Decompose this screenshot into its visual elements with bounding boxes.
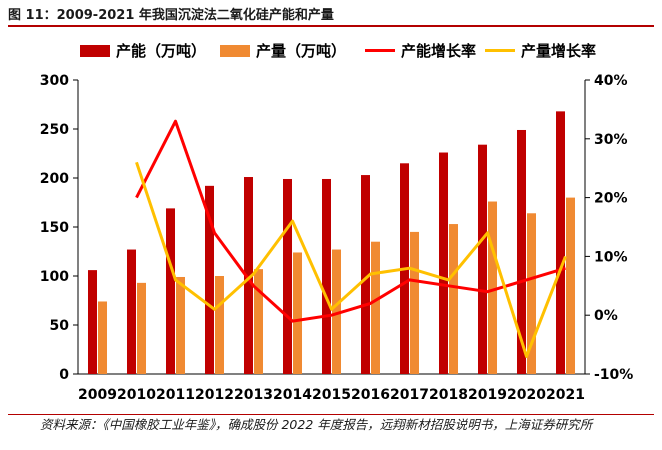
capacity-bar bbox=[478, 144, 487, 374]
legend-item-capacity: 产能（万吨） bbox=[80, 40, 206, 61]
capacity-bar bbox=[127, 249, 136, 374]
figure-title: 图 11：2009-2021 年我国沉淀法二氧化硅产能和产量 bbox=[8, 8, 334, 23]
output-growth-line bbox=[135, 161, 567, 358]
legend-label-capacity-growth: 产能增长率 bbox=[401, 42, 477, 60]
capacity-growth-line bbox=[135, 119, 566, 323]
legend-swatch-capacity bbox=[80, 44, 110, 57]
output-bar bbox=[371, 241, 380, 374]
y-left-tick-label: 0 bbox=[59, 367, 69, 383]
capacity-bar bbox=[244, 177, 253, 374]
source-note: 资料来源：《中国橡胶工业年鉴》，确成股份 2022 年度报告，远翔新材招股说明书… bbox=[40, 417, 593, 432]
capacity-bar bbox=[283, 178, 292, 374]
y-left-tick-label: 200 bbox=[40, 171, 69, 187]
legend-swatch-output bbox=[220, 44, 250, 57]
capacity-bar bbox=[361, 175, 370, 374]
x-tick-label: 2011 bbox=[156, 387, 195, 403]
output-bar bbox=[137, 282, 146, 374]
capacity-bar bbox=[88, 270, 97, 374]
x-tick-label: 2018 bbox=[429, 387, 468, 403]
output-bar bbox=[527, 213, 536, 374]
y-right-tick-label: 40% bbox=[594, 73, 628, 89]
capacity-bar bbox=[556, 111, 565, 375]
legend-label-output: 产量（万吨） bbox=[256, 42, 347, 60]
output-bar bbox=[293, 252, 302, 374]
legend-swatch-output-growth bbox=[485, 49, 515, 52]
output-bar bbox=[566, 197, 575, 374]
capacity-bar bbox=[322, 178, 331, 374]
x-tick-label: 2016 bbox=[351, 387, 390, 403]
y-left-tick-label: 150 bbox=[40, 220, 69, 236]
output-bar bbox=[449, 224, 458, 374]
y-right-tick-label: 0% bbox=[594, 308, 618, 324]
output-bar bbox=[488, 201, 497, 374]
output-bar bbox=[410, 231, 419, 374]
legend-label-capacity: 产能（万吨） bbox=[116, 42, 207, 60]
legend-item-output: 产量（万吨） bbox=[220, 40, 346, 61]
x-tick-label: 2010 bbox=[117, 387, 156, 403]
y-left-tick-label: 300 bbox=[40, 73, 69, 89]
legend-swatch-capacity-growth bbox=[365, 49, 395, 52]
legend-item-output-growth: 产量增长率 bbox=[485, 40, 596, 61]
y-left-tick-label: 100 bbox=[40, 269, 69, 285]
x-tick-label: 2019 bbox=[468, 387, 507, 403]
x-tick-label: 2014 bbox=[273, 387, 312, 403]
y-right-tick-label: 10% bbox=[594, 249, 628, 265]
capacity-bar bbox=[205, 185, 214, 374]
x-tick-label: 2009 bbox=[78, 387, 117, 403]
output-bar bbox=[254, 269, 263, 374]
legend-item-capacity-growth: 产能增长率 bbox=[365, 40, 476, 61]
x-tick-label: 2012 bbox=[195, 387, 234, 403]
title-divider bbox=[8, 25, 654, 27]
y-right-tick-label: 20% bbox=[594, 191, 628, 207]
x-tick-label: 2020 bbox=[507, 387, 546, 403]
capacity-bar bbox=[166, 208, 175, 374]
x-tick-label: 2021 bbox=[546, 387, 585, 403]
source-divider bbox=[8, 414, 654, 415]
y-left-tick-label: 250 bbox=[40, 122, 69, 138]
x-tick-label: 2015 bbox=[312, 387, 351, 403]
output-bar bbox=[176, 276, 185, 374]
output-bar bbox=[98, 301, 107, 374]
output-bar bbox=[215, 276, 224, 374]
y-left-tick-label: 50 bbox=[50, 318, 70, 334]
legend-label-output-growth: 产量增长率 bbox=[521, 42, 597, 60]
capacity-bar bbox=[439, 152, 448, 374]
capacity-bar bbox=[517, 129, 526, 374]
y-right-tick-label: -10% bbox=[594, 367, 633, 383]
output-bar bbox=[332, 249, 341, 374]
y-right-tick-label: 30% bbox=[594, 132, 628, 148]
x-tick-label: 2013 bbox=[234, 387, 273, 403]
x-tick-label: 2017 bbox=[390, 387, 429, 403]
